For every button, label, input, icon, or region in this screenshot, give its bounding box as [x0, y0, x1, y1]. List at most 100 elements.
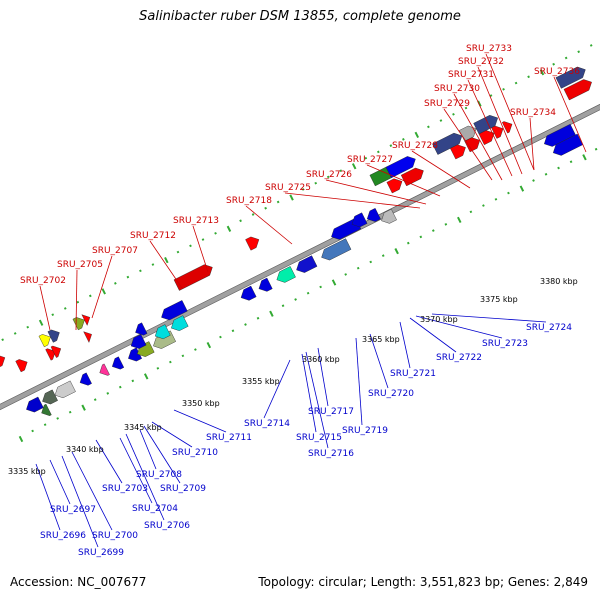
gene-label-top: SRU_2732 [458, 57, 504, 67]
gene-label-top: SRU_2702 [20, 276, 66, 286]
tick-mark-upper [151, 263, 155, 266]
gene-label-top: SRU_2734 [510, 108, 556, 118]
gene-arrow-reverse [381, 208, 397, 224]
gene-arrow-reverse [161, 300, 188, 321]
tick-mark-upper [38, 319, 44, 326]
gene-label-top: SRU_2712 [130, 231, 176, 241]
gene-label-bottom: SRU_2699 [78, 548, 124, 558]
leader-line-top [485, 53, 535, 171]
gene-arrow-reverse [135, 322, 148, 336]
gene-label-top: SRU_2730 [434, 84, 480, 94]
tick-mark-lower [419, 235, 423, 239]
leader-line-top [284, 192, 421, 209]
tick-mark-lower [68, 410, 72, 414]
tick-mark-lower [31, 429, 34, 433]
gene-label-top: SRU_2727 [347, 155, 393, 165]
leader-line-bottom [95, 439, 123, 484]
gene-label-top: SRU_2731 [448, 70, 494, 80]
gene-label-top: SRU_2733 [466, 44, 512, 54]
tick-mark-upper [214, 231, 217, 235]
gene-arrow-reverse [276, 266, 296, 283]
leader-line-top [453, 93, 503, 181]
tick-mark-lower [344, 273, 348, 276]
gene-label-bottom: SRU_2710 [172, 448, 218, 458]
gene-label-top: SRU_2713 [173, 216, 219, 226]
gene-arrow-reverse [240, 285, 257, 301]
tick-mark-lower [93, 398, 97, 401]
tick-mark-upper [564, 56, 568, 60]
gene-arrow-forward [491, 125, 504, 139]
tick-mark-lower [457, 216, 462, 224]
tick-mark-lower [569, 160, 573, 164]
tick-mark-lower [306, 291, 310, 295]
leader-line-bottom [409, 317, 457, 353]
gene-label-top: SRU_2725 [265, 183, 311, 193]
leader-line-top [192, 225, 209, 273]
gene-arrow-reverse [366, 207, 381, 222]
gene-arrow-reverse [351, 212, 368, 228]
tick-mark-upper [164, 256, 169, 264]
tick-mark-lower [356, 266, 360, 270]
leader-line-bottom [143, 425, 181, 484]
gene-label-bottom: SRU_2711 [206, 433, 252, 443]
tick-mark-upper [577, 50, 581, 54]
tick-mark-lower [369, 260, 373, 264]
leader-line-bottom [119, 437, 153, 504]
leader-line-top [75, 269, 78, 331]
gene-arrow-reverse [258, 277, 273, 292]
leader-line-bottom [369, 333, 389, 389]
leader-line-bottom [305, 351, 329, 449]
gene-arrow-forward [38, 334, 51, 348]
tick-mark-upper [389, 144, 393, 147]
leader-line-bottom [173, 409, 227, 433]
gene-arrow-forward [464, 137, 481, 153]
gene-arrow-reverse [26, 396, 44, 413]
tick-mark-lower [118, 385, 122, 389]
leader-line-bottom [263, 359, 291, 419]
tick-mark-lower [219, 335, 222, 339]
tick-mark-upper [464, 106, 468, 110]
tick-mark-upper [539, 69, 545, 76]
gene-arrow-reverse [42, 389, 58, 405]
gene-arrow-forward [81, 314, 91, 326]
tick-mark-upper [502, 87, 505, 91]
leader-line-top [411, 150, 471, 189]
tick-mark-upper [527, 75, 530, 79]
tick-mark-upper [402, 138, 405, 141]
tick-mark-upper [88, 294, 92, 298]
gene-arrow-reverse [41, 403, 52, 416]
scale-label: 3360 kbp [302, 355, 340, 364]
tick-mark-lower [507, 191, 510, 195]
gene-label-bottom: SRU_2721 [390, 369, 436, 379]
tick-mark-upper [239, 219, 242, 223]
gene-label-bottom: SRU_2720 [368, 389, 414, 399]
gene-label-bottom: SRU_2700 [92, 531, 138, 541]
tick-mark-lower [231, 329, 235, 333]
leader-line-bottom [399, 321, 411, 369]
tick-mark-lower [256, 316, 260, 320]
leader-line-top [477, 66, 523, 175]
tick-mark-upper [514, 81, 518, 85]
leader-line-top [325, 179, 427, 205]
tick-mark-lower [56, 417, 60, 420]
tick-mark-lower [194, 348, 197, 351]
tick-mark-upper [351, 163, 357, 170]
leader-line-top [91, 255, 113, 319]
leader-line-bottom [317, 347, 329, 407]
gene-arrow-forward [245, 236, 260, 251]
tick-mark-upper [189, 244, 192, 248]
genome-backbone [0, 103, 600, 411]
tick-mark-upper [589, 44, 593, 47]
gene-arrow-reverse [130, 334, 147, 349]
tick-mark-upper [326, 175, 330, 179]
gene-arrow-forward [50, 345, 62, 358]
tick-mark-lower [582, 154, 587, 161]
gene-arrow-forward [400, 167, 424, 187]
gene-arrow-forward [15, 359, 28, 373]
gene-arrow-reverse [111, 356, 125, 370]
gene-arrow-reverse [296, 255, 318, 273]
gene-arrow-forward [501, 121, 513, 134]
tick-mark-lower [206, 341, 212, 349]
scale-label: 3335 kbp [8, 467, 46, 476]
gene-label-bottom: SRU_2723 [482, 339, 528, 349]
